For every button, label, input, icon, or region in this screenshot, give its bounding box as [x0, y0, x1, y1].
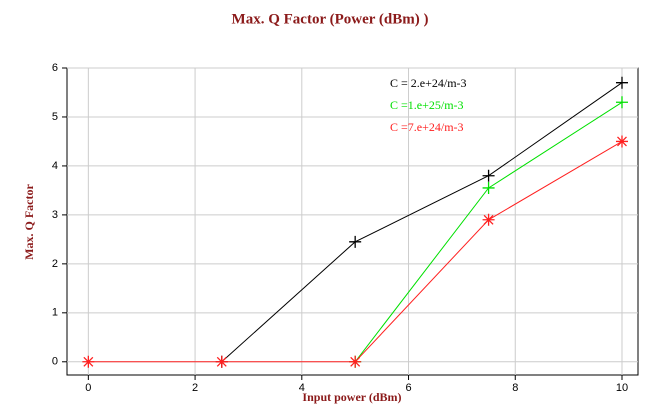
y-tick-label: 5	[52, 111, 58, 123]
x-tick-label: 6	[405, 382, 411, 394]
x-tick-label: 2	[192, 382, 198, 394]
point-marker	[615, 96, 628, 109]
y-tick-label: 3	[52, 209, 58, 221]
legend-entry: C =1.e+25/m-3	[390, 98, 464, 112]
x-tick-label: 10	[616, 382, 628, 394]
x-tick-label: 4	[299, 382, 305, 394]
chart-title: Max. Q Factor (Power (dBm) )	[232, 11, 429, 27]
y-tick-label: 0	[52, 356, 58, 368]
x-tick-label: 8	[512, 382, 518, 394]
y-tick-label: 4	[52, 160, 58, 172]
x-tick-label: 0	[85, 382, 91, 394]
y-tick-label: 2	[52, 258, 58, 270]
point-marker	[482, 213, 495, 226]
plot-area	[66, 67, 639, 376]
point-marker	[82, 355, 95, 368]
y-tick-label: 1	[52, 307, 58, 319]
y-axis-label: Max. Q Factor	[22, 184, 36, 260]
point-marker	[482, 181, 495, 194]
x-axis-label: Input power (dBm)	[302, 390, 401, 404]
point-marker	[349, 355, 362, 368]
point-marker	[215, 355, 228, 368]
point-marker	[615, 76, 628, 89]
y-tick-label: 6	[52, 62, 58, 74]
point-marker	[615, 135, 628, 148]
point-marker	[482, 169, 495, 182]
point-marker	[349, 235, 362, 248]
legend-entry: C =7.e+24/m-3	[390, 120, 464, 134]
legend-entry: C = 2.e+24/m-3	[390, 76, 467, 90]
series-line	[221, 82, 623, 363]
